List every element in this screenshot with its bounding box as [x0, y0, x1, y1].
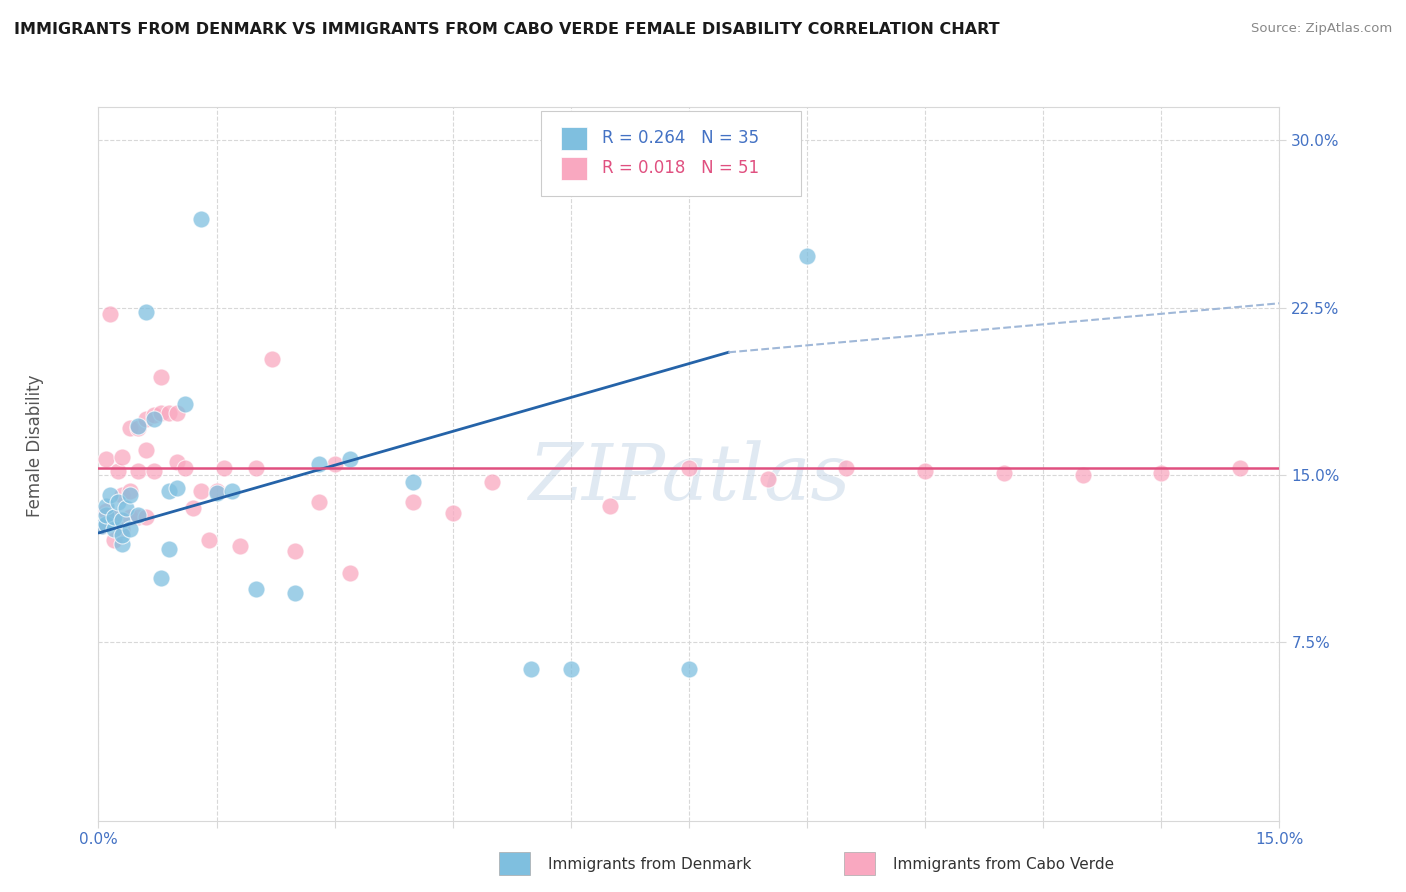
Point	[111, 450, 134, 464]
FancyBboxPatch shape	[561, 157, 586, 180]
Point	[118, 421, 141, 435]
Text: Female Disability: Female Disability	[27, 375, 44, 517]
Point	[560, 662, 582, 676]
Point	[111, 512, 134, 526]
Point	[441, 506, 464, 520]
Point	[127, 419, 149, 434]
Point	[96, 517, 118, 532]
Point	[339, 452, 361, 467]
Point	[118, 510, 141, 524]
Point	[245, 461, 267, 475]
Point	[1229, 461, 1251, 475]
Point	[150, 571, 173, 585]
Point	[111, 521, 134, 535]
Point	[181, 501, 204, 516]
FancyBboxPatch shape	[541, 111, 801, 196]
Point	[229, 539, 252, 553]
Point	[118, 521, 141, 535]
Point	[111, 488, 134, 502]
Text: Immigrants from Denmark: Immigrants from Denmark	[548, 857, 752, 872]
Point	[993, 466, 1015, 480]
Point	[205, 485, 228, 500]
Point	[150, 405, 173, 420]
Point	[1071, 467, 1094, 482]
Point	[157, 483, 180, 498]
Point	[118, 488, 141, 502]
Point	[323, 457, 346, 471]
Point	[166, 482, 188, 496]
Point	[91, 519, 114, 533]
Point	[678, 461, 700, 475]
Point	[190, 211, 212, 226]
Point	[91, 519, 114, 533]
Point	[96, 500, 118, 514]
Point	[135, 305, 157, 319]
Point	[205, 483, 228, 498]
Text: ZIPatlas: ZIPatlas	[527, 440, 851, 516]
Point	[127, 464, 149, 478]
Text: Immigrants from Cabo Verde: Immigrants from Cabo Verde	[893, 857, 1114, 872]
Point	[127, 508, 149, 523]
Point	[796, 250, 818, 264]
Point	[402, 494, 425, 508]
Point	[197, 533, 219, 547]
Point	[98, 488, 121, 502]
Point	[96, 503, 118, 517]
Point	[835, 461, 858, 475]
Point	[678, 662, 700, 676]
Point	[174, 396, 197, 410]
Point	[111, 528, 134, 542]
Point	[308, 494, 330, 508]
Point	[174, 461, 197, 475]
Point	[127, 510, 149, 524]
Point	[103, 521, 125, 535]
Point	[98, 307, 121, 321]
Point	[96, 452, 118, 467]
Point	[190, 483, 212, 498]
Point	[127, 421, 149, 435]
Point	[214, 461, 236, 475]
Point	[284, 586, 307, 600]
Point	[118, 483, 141, 498]
Point	[284, 543, 307, 558]
Point	[115, 501, 138, 516]
Point	[221, 483, 243, 498]
Point	[245, 582, 267, 596]
Text: R = 0.264   N = 35: R = 0.264 N = 35	[602, 129, 759, 147]
FancyBboxPatch shape	[561, 127, 586, 150]
Point	[520, 662, 543, 676]
Point	[135, 510, 157, 524]
Point	[599, 500, 621, 514]
Point	[756, 473, 779, 487]
Point	[1150, 466, 1173, 480]
Point	[142, 408, 165, 422]
Point	[111, 537, 134, 551]
Point	[402, 475, 425, 489]
Point	[107, 494, 129, 508]
Point	[107, 464, 129, 478]
Point	[308, 457, 330, 471]
Point	[157, 405, 180, 420]
Point	[914, 464, 936, 478]
Point	[103, 510, 125, 524]
Point	[481, 475, 503, 489]
Point	[142, 464, 165, 478]
Point	[260, 351, 283, 366]
Text: R = 0.018   N = 51: R = 0.018 N = 51	[602, 160, 759, 178]
Point	[103, 510, 125, 524]
Point	[135, 412, 157, 426]
Point	[150, 369, 173, 384]
Point	[135, 443, 157, 458]
Point	[157, 541, 180, 556]
Point	[103, 533, 125, 547]
Point	[339, 566, 361, 581]
Point	[96, 508, 118, 523]
Point	[166, 405, 188, 420]
Text: Source: ZipAtlas.com: Source: ZipAtlas.com	[1251, 22, 1392, 36]
Point	[166, 455, 188, 469]
Point	[142, 412, 165, 426]
Text: IMMIGRANTS FROM DENMARK VS IMMIGRANTS FROM CABO VERDE FEMALE DISABILITY CORRELAT: IMMIGRANTS FROM DENMARK VS IMMIGRANTS FR…	[14, 22, 1000, 37]
